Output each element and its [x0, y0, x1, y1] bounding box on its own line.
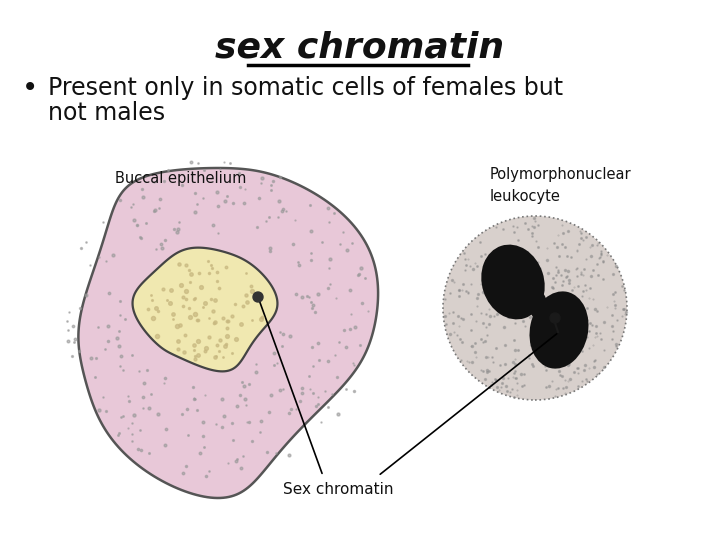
Text: sex chromatin: sex chromatin — [215, 31, 505, 65]
Polygon shape — [132, 248, 277, 372]
Text: leukocyte: leukocyte — [490, 188, 561, 204]
Text: Sex chromatin: Sex chromatin — [283, 483, 393, 497]
Text: Polymorphonuclear: Polymorphonuclear — [490, 167, 631, 183]
Ellipse shape — [529, 291, 547, 319]
Circle shape — [443, 216, 627, 400]
Ellipse shape — [481, 245, 545, 319]
Text: Buccal epithelium: Buccal epithelium — [115, 171, 246, 186]
Text: •: • — [22, 74, 38, 102]
Circle shape — [253, 292, 263, 302]
Text: Present only in somatic cells of females but: Present only in somatic cells of females… — [48, 76, 563, 100]
Polygon shape — [78, 168, 378, 498]
Circle shape — [550, 313, 560, 323]
Ellipse shape — [529, 292, 588, 369]
Text: not males: not males — [48, 101, 165, 125]
